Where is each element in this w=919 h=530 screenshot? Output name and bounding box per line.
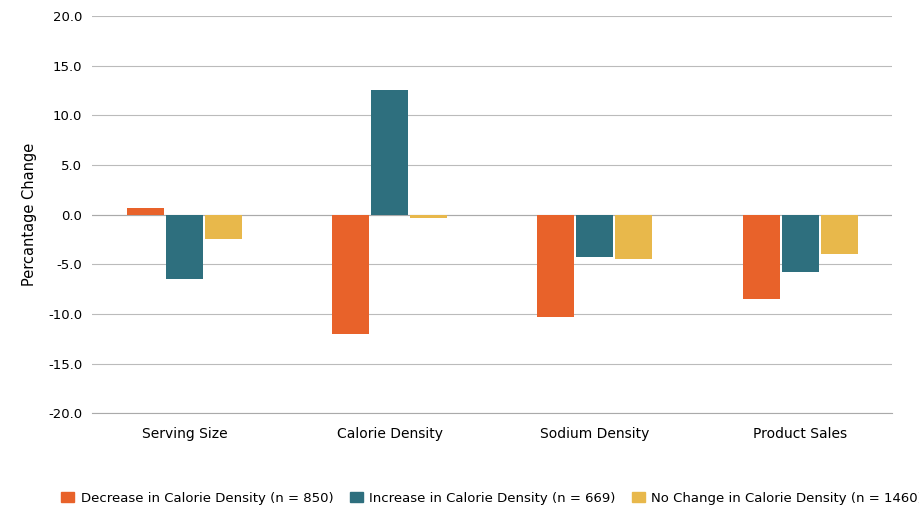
Bar — [742, 215, 778, 299]
Bar — [615, 215, 652, 259]
Bar — [537, 215, 573, 317]
Bar — [205, 215, 242, 240]
Bar — [127, 208, 164, 215]
Bar — [370, 91, 408, 215]
Legend: Decrease in Calorie Density (n = 850), Increase in Calorie Density (n = 669), No: Decrease in Calorie Density (n = 850), I… — [62, 491, 919, 505]
Bar — [410, 215, 447, 218]
Bar — [332, 215, 369, 334]
Bar — [781, 215, 818, 272]
Bar — [165, 215, 202, 279]
Y-axis label: Percantage Change: Percantage Change — [22, 143, 37, 286]
Bar — [575, 215, 613, 258]
Bar — [820, 215, 857, 254]
